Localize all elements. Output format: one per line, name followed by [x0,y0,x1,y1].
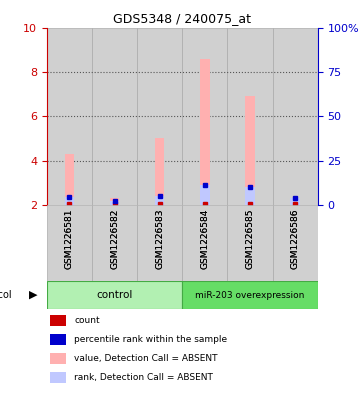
Bar [273,28,318,205]
Text: GSM1226585: GSM1226585 [245,209,255,269]
Text: percentile rank within the sample: percentile rank within the sample [74,335,227,344]
Text: ▶: ▶ [29,290,38,300]
FancyBboxPatch shape [182,205,227,281]
FancyBboxPatch shape [47,205,92,281]
Text: GSM1226585: GSM1226585 [245,209,255,269]
FancyBboxPatch shape [92,205,137,281]
Bar [137,28,182,205]
Text: control: control [96,290,133,300]
Bar [50,315,66,326]
Bar [65,197,74,205]
Bar [92,28,137,205]
Text: GSM1226586: GSM1226586 [291,209,300,269]
FancyBboxPatch shape [273,205,318,281]
Text: GSM1226583: GSM1226583 [155,209,164,269]
Text: value, Detection Call = ABSENT: value, Detection Call = ABSENT [74,354,218,363]
Text: count: count [74,316,100,325]
Bar [50,353,66,364]
Bar [200,59,210,205]
Text: miR-203 overexpression: miR-203 overexpression [195,290,305,299]
Text: rank, Detection Call = ABSENT: rank, Detection Call = ABSENT [74,373,213,382]
FancyBboxPatch shape [137,205,182,281]
FancyBboxPatch shape [47,281,182,309]
FancyBboxPatch shape [182,281,318,309]
Text: GSM1226583: GSM1226583 [155,209,164,269]
Bar [227,28,273,205]
Bar [50,372,66,383]
Bar [245,96,255,205]
Text: GSM1226582: GSM1226582 [110,209,119,269]
Title: GDS5348 / 240075_at: GDS5348 / 240075_at [113,12,251,25]
Text: GSM1226586: GSM1226586 [291,209,300,269]
Bar [200,185,210,205]
Text: GSM1226582: GSM1226582 [110,209,119,269]
Bar [182,28,227,205]
FancyBboxPatch shape [227,205,273,281]
Bar [50,334,66,345]
Text: GSM1226584: GSM1226584 [200,209,209,269]
Text: GSM1226581: GSM1226581 [65,209,74,269]
Bar [290,198,300,205]
Bar [47,28,92,205]
Text: GSM1226581: GSM1226581 [65,209,74,269]
Text: protocol: protocol [0,290,12,300]
Bar [290,198,300,205]
Bar [65,154,74,205]
Bar [110,198,119,205]
Bar [245,187,255,205]
Bar [110,200,119,205]
Bar [155,138,165,205]
Bar [155,196,165,205]
Text: GSM1226584: GSM1226584 [200,209,209,269]
